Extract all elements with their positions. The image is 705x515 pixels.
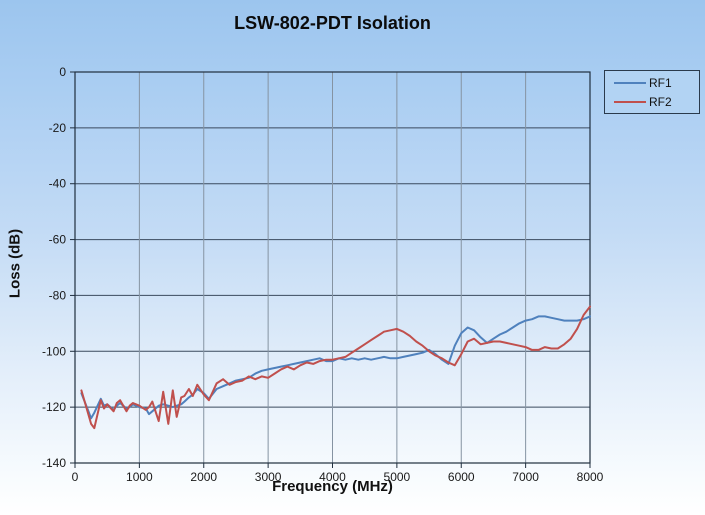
legend-swatch-rf2	[614, 100, 646, 103]
y-tick-label: -100	[42, 344, 66, 358]
x-tick-label: 1000	[126, 470, 153, 484]
x-tick-label: 2000	[190, 470, 217, 484]
x-tick-label: 7000	[512, 470, 539, 484]
series-line-rf1	[80, 315, 591, 420]
x-tick-label: 8000	[577, 470, 604, 484]
legend-item-rf1: RF1	[605, 75, 699, 91]
series-line-rf2	[80, 305, 591, 430]
y-tick-label: -80	[49, 288, 67, 302]
legend-item-rf2: RF2	[605, 94, 699, 110]
x-tick-label: 3000	[255, 470, 282, 484]
x-tick-label: 4000	[319, 470, 346, 484]
chart-title: LSW-802-PDT Isolation	[234, 13, 431, 33]
legend-label-rf1: RF1	[649, 75, 672, 90]
legend-swatch-rf1	[614, 81, 646, 84]
y-tick-label: -20	[49, 121, 67, 135]
y-tick-label: -40	[49, 177, 67, 191]
legend-label-rf2: RF2	[649, 94, 672, 109]
y-tick-label: 0	[59, 65, 66, 79]
y-tick-label: -60	[49, 233, 67, 247]
x-axis-title: Frequency (MHz)	[272, 478, 393, 495]
x-tick-label: 6000	[448, 470, 475, 484]
x-tick-label: 0	[72, 470, 79, 484]
y-tick-label: -120	[42, 400, 66, 414]
y-tick-label: -140	[42, 456, 66, 470]
legend: RF1 RF2	[604, 70, 700, 114]
x-tick-label: 5000	[384, 470, 411, 484]
